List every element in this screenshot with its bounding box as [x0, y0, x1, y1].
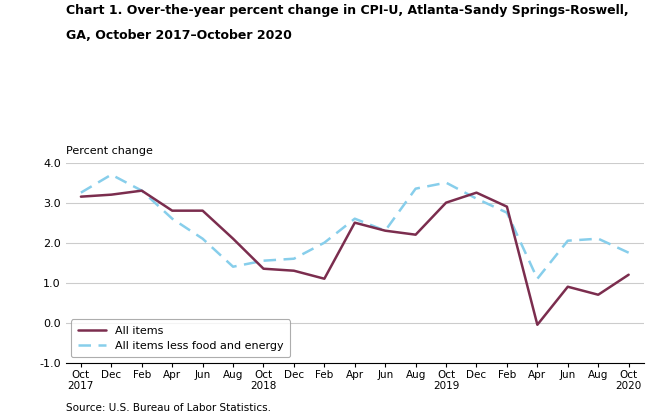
All items less food and energy	[564, 238, 572, 243]
Line: All items less food and energy: All items less food and energy	[81, 175, 629, 279]
All items	[138, 188, 146, 193]
All items	[472, 190, 480, 195]
All items less food and energy	[503, 210, 511, 215]
All items less food and energy	[595, 236, 602, 241]
Text: GA, October 2017–October 2020: GA, October 2017–October 2020	[66, 29, 292, 42]
All items	[503, 204, 511, 209]
All items	[351, 220, 359, 225]
All items less food and energy	[442, 180, 450, 185]
All items less food and energy	[625, 250, 633, 255]
All items	[198, 208, 206, 213]
All items less food and energy	[198, 236, 206, 241]
All items less food and energy	[77, 190, 85, 195]
Line: All items: All items	[81, 191, 629, 325]
All items	[595, 292, 602, 297]
All items	[381, 228, 389, 233]
All items	[77, 194, 85, 199]
Text: Source: U.S. Bureau of Labor Statistics.: Source: U.S. Bureau of Labor Statistics.	[66, 403, 271, 413]
All items less food and energy	[412, 186, 420, 191]
All items	[260, 266, 267, 271]
All items less food and energy	[107, 172, 115, 177]
All items less food and energy	[472, 196, 480, 201]
All items	[168, 208, 176, 213]
All items less food and energy	[381, 228, 389, 233]
All items	[564, 284, 572, 289]
All items less food and energy	[168, 216, 176, 221]
All items	[625, 272, 633, 277]
All items less food and energy	[290, 256, 298, 261]
All items less food and energy	[321, 240, 328, 245]
All items	[290, 268, 298, 273]
All items less food and energy	[138, 188, 146, 193]
Text: Percent change: Percent change	[66, 146, 152, 156]
All items	[533, 322, 541, 327]
All items less food and energy	[260, 258, 267, 263]
All items less food and energy	[351, 216, 359, 221]
All items	[229, 236, 237, 241]
All items	[442, 200, 450, 205]
All items less food and energy	[229, 264, 237, 269]
Text: Chart 1. Over-the-year percent change in CPI-U, Atlanta-Sandy Springs-Roswell,: Chart 1. Over-the-year percent change in…	[66, 4, 628, 17]
Legend: All items, All items less food and energy: All items, All items less food and energ…	[71, 319, 290, 357]
All items	[412, 232, 420, 237]
All items	[321, 276, 328, 281]
All items	[107, 192, 115, 197]
All items less food and energy	[533, 276, 541, 281]
